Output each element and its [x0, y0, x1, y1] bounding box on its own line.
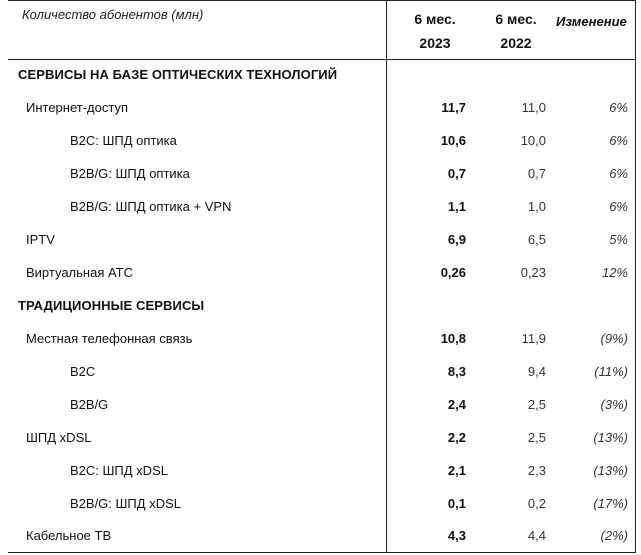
table-row: Местная телефонная связь 10,8 11,9 (9%) — [8, 324, 636, 357]
value-2022: 0,23 — [520, 265, 546, 280]
table-row: IPTV 6,9 6,5 5% — [8, 225, 636, 258]
value-2022: 6,5 — [527, 232, 546, 247]
row-label: Виртуальная АТС — [26, 265, 133, 280]
row-label: B2B/G: ШПД оптика — [70, 166, 190, 181]
table-row: B2B/G: ШПД оптика + VPN 1,1 1,0 6% — [8, 192, 636, 225]
value-change: 6% — [609, 133, 628, 148]
value-2023: 0,7 — [447, 166, 466, 181]
value-2023: 10,8 — [440, 331, 466, 346]
table-header: Количество абонентов (млн) 6 мес. 2023 6… — [8, 0, 636, 60]
value-2023: 1,1 — [447, 199, 466, 214]
value-2023: 4,3 — [447, 528, 466, 543]
value-change: (13%) — [593, 463, 628, 478]
value-change: (9%) — [600, 331, 628, 346]
value-change: (17%) — [593, 496, 628, 511]
value-2022: 9,4 — [527, 364, 546, 379]
row-label: Местная телефонная связь — [26, 331, 193, 346]
section-row-traditional: ТРАДИЦИОННЫЕ СЕРВИСЫ — [8, 291, 636, 324]
value-2023: 6,9 — [447, 232, 466, 247]
header-period-2023-line1: 6 мес. — [414, 11, 456, 27]
table-row: B2B/G: ШПД xDSL 0,1 0,2 (17%) — [8, 489, 636, 522]
row-label: B2B/G — [70, 397, 109, 412]
value-2023: 11,7 — [441, 100, 466, 115]
header-period-2023: 6 мес. 2023 — [395, 7, 475, 55]
header-period-2022: 6 мес. 2022 — [476, 7, 556, 55]
row-label: B2C: ШПД xDSL — [70, 463, 168, 478]
header-period-2022-line1: 6 мес. — [495, 11, 537, 27]
table-row: B2C 8,3 9,4 (11%) — [8, 357, 636, 390]
row-label: ТРАДИЦИОННЫЕ СЕРВИСЫ — [18, 298, 205, 313]
header-metric-label: Количество абонентов (млн) — [22, 7, 204, 22]
table-row: B2B/G: ШПД оптика 0,7 0,7 6% — [8, 159, 636, 192]
header-change: Изменение — [556, 14, 627, 29]
value-2022: 10,0 — [520, 133, 546, 148]
value-change: 6% — [609, 166, 628, 181]
row-label: Кабельное ТВ — [26, 528, 112, 543]
value-2023: 2,4 — [447, 397, 466, 412]
row-label: ШПД xDSL — [26, 430, 92, 445]
table-row: Интернет-доступ 11,7 11,0 6% — [8, 93, 636, 126]
value-change: (2%) — [600, 528, 628, 543]
value-2023: 2,2 — [447, 430, 466, 445]
value-change: 6% — [609, 199, 628, 214]
value-2022: 2,5 — [527, 397, 546, 412]
table-row: B2B/G 2,4 2,5 (3%) — [8, 390, 636, 423]
value-change: 6% — [609, 100, 628, 115]
value-2022: 1,0 — [527, 199, 546, 214]
value-change: 5% — [609, 232, 628, 247]
value-2022: 11,0 — [521, 100, 546, 115]
row-label: B2C — [70, 364, 96, 379]
value-2022: 11,9 — [521, 331, 546, 346]
table-row: Виртуальная АТС 0,26 0,23 12% — [8, 258, 636, 291]
row-label: IPTV — [26, 232, 55, 247]
header-right-border — [635, 1, 636, 59]
value-2023: 2,1 — [447, 463, 466, 478]
value-2022: 0,2 — [527, 496, 546, 511]
value-2023: 10,6 — [440, 133, 466, 148]
value-2022: 2,3 — [527, 463, 546, 478]
value-change: (11%) — [594, 364, 628, 379]
row-label: B2C: ШПД оптика — [70, 133, 177, 148]
row-label: B2B/G: ШПД xDSL — [70, 496, 181, 511]
header-divider — [386, 1, 387, 59]
value-change: (13%) — [593, 430, 628, 445]
row-label: СЕРВИСЫ НА БАЗЕ ОПТИЧЕСКИХ ТЕХНОЛОГИЙ — [18, 67, 338, 82]
value-2023: 0,1 — [447, 496, 466, 511]
body-right-border — [635, 60, 636, 552]
value-2022: 2,5 — [527, 430, 546, 445]
table-body: СЕРВИСЫ НА БАЗЕ ОПТИЧЕСКИХ ТЕХНОЛОГИЙ Ин… — [8, 60, 636, 553]
value-2022: 4,4 — [527, 528, 546, 543]
row-label: B2B/G: ШПД оптика + VPN — [70, 199, 232, 214]
value-2022: 0,7 — [527, 166, 546, 181]
table-row: B2C: ШПД оптика 10,6 10,0 6% — [8, 126, 636, 159]
value-2023: 0,26 — [440, 265, 466, 280]
header-period-2023-line2: 2023 — [419, 35, 451, 51]
table-row: B2C: ШПД xDSL 2,1 2,3 (13%) — [8, 456, 636, 489]
header-period-2022-line2: 2022 — [500, 35, 532, 51]
value-change: (3%) — [600, 397, 628, 412]
row-label: Интернет-доступ — [26, 100, 129, 115]
body-divider — [386, 60, 387, 552]
section-row-optical: СЕРВИСЫ НА БАЗЕ ОПТИЧЕСКИХ ТЕХНОЛОГИЙ — [8, 60, 636, 93]
table-row: ШПД xDSL 2,2 2,5 (13%) — [8, 423, 636, 456]
value-2023: 8,3 — [447, 364, 466, 379]
value-change: 12% — [601, 265, 628, 280]
table-row: Кабельное ТВ 4,3 4,4 (2%) — [8, 521, 636, 554]
